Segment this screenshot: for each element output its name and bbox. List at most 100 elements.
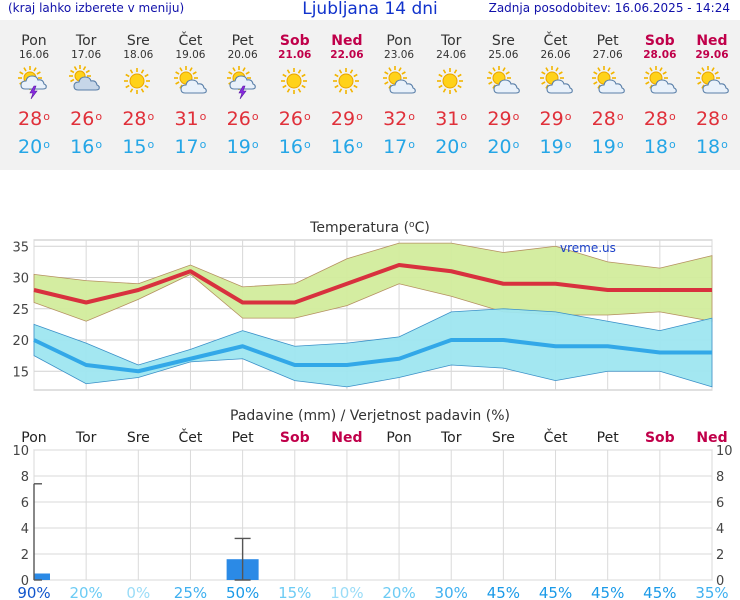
day-name: Pon [21, 33, 47, 49]
day-date: 24.06 [436, 49, 467, 61]
min-temperature: 19o [226, 136, 259, 158]
precipitation-tick-label-right: 4 [716, 522, 724, 537]
day-name: Čet [543, 33, 568, 49]
precipitation-probability: 30% [435, 584, 468, 600]
sun-cloud-icon [686, 61, 738, 105]
max-temperature: 31o [435, 108, 468, 130]
precipitation-probability: 20% [382, 584, 415, 600]
min-temperature-line [33, 338, 712, 374]
max-temperature: 31o [174, 108, 207, 130]
precipitation-day-label: Tor [75, 430, 97, 446]
last-updated: Zadnja posodobitev: 16.06.2025 - 14:24 [488, 1, 730, 15]
max-temperature: 29o [330, 108, 363, 130]
temperature-tick-label: 30 [12, 272, 29, 287]
day-date: 17.06 [71, 49, 102, 61]
precipitation-probability: 45% [591, 584, 624, 600]
cloudy-sun-icon [60, 61, 112, 105]
day-name: Čet [178, 33, 203, 49]
day-date: 20.06 [227, 49, 258, 61]
forecast-day: Čet 19.06 31o 17o [164, 20, 216, 161]
sun-cloud-icon [634, 61, 686, 105]
precipitation-probability: 25% [174, 584, 207, 600]
sun-cloud-icon [477, 61, 529, 105]
precipitation-day-label: Sob [645, 430, 675, 446]
watermark-text: vreme.us [560, 241, 616, 255]
forecast-day: Sre 18.06 28o 15o [112, 20, 164, 161]
sun-cloud-thunder-icon [217, 61, 269, 105]
max-temperature-line [33, 263, 712, 305]
forecast-day: Pon 23.06 32o 17o [373, 20, 425, 161]
page-title: Ljubljana 14 dni [302, 0, 438, 19]
min-temperature: 17o [383, 136, 415, 158]
precipitation-day-label: Pon [386, 430, 411, 446]
max-temperature: 28o [695, 108, 728, 130]
precipitation-probability: 90% [17, 584, 50, 600]
min-temperature: 20o [18, 136, 50, 158]
max-temperature: 26o [278, 108, 311, 130]
min-temperature: 17o [174, 136, 207, 158]
precipitation-tick-label-right: 2 [716, 548, 724, 563]
max-temperature: 29o [487, 108, 520, 130]
min-temperature: 20o [487, 136, 520, 158]
precipitation-probability: 20% [69, 584, 102, 600]
min-temperature-range-band [33, 308, 713, 388]
precipitation-tick-label-right: 10 [716, 444, 733, 459]
max-temperature: 28o [643, 108, 676, 130]
sun-cloud-icon [530, 61, 582, 105]
precipitation-tick-label-right: 6 [716, 496, 724, 511]
precipitation-day-label: Pet [232, 430, 255, 446]
max-temperature: 26o [70, 108, 103, 130]
forecast-day: Ned 29.06 28o 18o [686, 20, 738, 161]
forecast-day: Ned 22.06 29o 16o [321, 20, 373, 161]
max-temperature: 28o [18, 108, 50, 130]
forecast-day: Sob 21.06 26o 16o [269, 20, 321, 161]
min-temperature: 18o [643, 136, 676, 158]
day-name: Pet [231, 33, 254, 49]
precipitation-day-label: Sob [280, 430, 310, 446]
max-temperature: 32o [383, 108, 415, 130]
day-date: 16.06 [18, 49, 50, 61]
day-date: 26.06 [540, 49, 571, 61]
precipitation-probability: 45% [643, 584, 676, 600]
precipitation-tick-label-left: 6 [21, 496, 29, 511]
precipitation-day-label: Pet [597, 430, 620, 446]
day-name: Ned [696, 33, 728, 49]
day-date: 27.06 [592, 49, 623, 61]
day-name: Sob [279, 33, 310, 49]
precipitation-probability: 15% [278, 584, 311, 600]
forecast-day: Pet 27.06 28o 19o [582, 20, 634, 161]
day-date: 19.06 [175, 49, 206, 61]
day-date: 23.06 [384, 49, 415, 61]
precipitation-probability: 50% [226, 584, 259, 600]
min-temperature: 16o [70, 136, 103, 158]
day-name: Tor [75, 33, 97, 49]
precipitation-probability: 45% [539, 584, 572, 600]
precipitation-tick-label-right: 8 [716, 470, 724, 485]
precipitation-tick-label-left: 2 [21, 548, 29, 563]
precipitation-probability: 45% [487, 584, 520, 600]
min-temperature: 16o [330, 136, 363, 158]
daily-forecast-strip: Pon 16.06 28o 20o Tor 17.06 26o 16o Sre 18.06 28o 1… [0, 20, 740, 170]
min-temperature: 19o [591, 136, 624, 158]
sun-icon [425, 61, 477, 105]
sun-icon [269, 61, 321, 105]
precipitation-probability: 35% [695, 584, 728, 600]
day-date: 29.06 [695, 49, 729, 61]
max-temperature: 28o [591, 108, 624, 130]
forecast-day: Čet 26.06 29o 19o [530, 20, 582, 161]
precipitation-chart-title: Padavine (mm) / Verjetnost padavin (%) [230, 408, 510, 424]
day-name: Sob [644, 33, 675, 49]
precipitation-day-label: Čet [179, 428, 203, 446]
forecast-day: Pet 20.06 26o 19o [217, 20, 269, 161]
temperature-tick-label: 20 [12, 334, 29, 349]
temperature-tick-label: 15 [12, 365, 29, 380]
precipitation-day-label: Tor [440, 430, 462, 446]
precipitation-probability: 10% [330, 584, 363, 600]
temperature-chart-title: Temperatura (oC) [309, 220, 430, 236]
precipitation-bar [34, 573, 50, 580]
sun-icon [112, 61, 164, 105]
sun-cloud-icon [164, 61, 216, 105]
location-menu-hint[interactable]: (kraj lahko izberete v meniju) [8, 1, 185, 15]
sun-cloud-icon [373, 61, 425, 105]
sun-cloud-icon [582, 61, 634, 105]
